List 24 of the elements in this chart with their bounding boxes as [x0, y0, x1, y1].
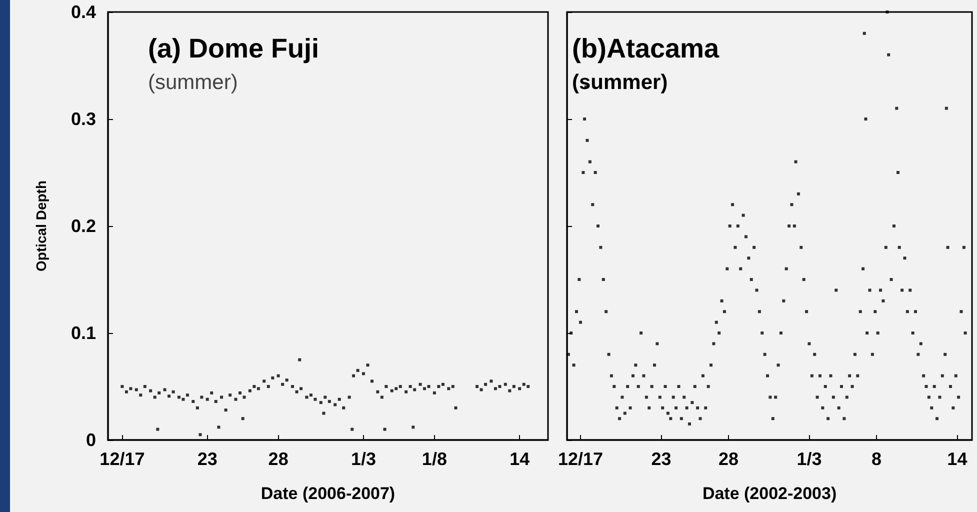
- x-tick-label: 1/3: [350, 449, 376, 469]
- x-tick-label: 14: [510, 449, 530, 469]
- x-tick-label: 14: [947, 449, 968, 469]
- y-axis-title: Optical Depth: [33, 180, 49, 272]
- x-tick-label: 12/17: [100, 449, 145, 469]
- y-tick-label: 0.1: [70, 323, 96, 343]
- x-tick-label: 12/17: [558, 449, 604, 469]
- y-tick-label: 0.3: [70, 109, 96, 129]
- text: (a) Dome Fuji: [148, 34, 320, 64]
- x-tick-label: 1/3: [796, 449, 822, 469]
- text: (summer): [148, 71, 238, 94]
- y-tick-label: 0.2: [70, 216, 96, 236]
- x-axis-title: Date (2002-2003): [702, 484, 837, 503]
- x-tick-label: 28: [268, 449, 288, 469]
- x-tick-label: 1/8: [422, 449, 447, 469]
- x-tick-label: 23: [651, 449, 672, 469]
- y-tick-label: 0: [86, 430, 96, 450]
- x-tick-label: 23: [197, 449, 218, 469]
- y-tick-label: 0.4: [70, 2, 96, 22]
- text: (summer): [572, 71, 668, 94]
- x-tick-label: 28: [718, 449, 739, 469]
- x-axis-title: Date (2006-2007): [260, 484, 396, 503]
- x-tick-label: 8: [871, 449, 882, 469]
- text: (b)Atacama: [572, 34, 720, 64]
